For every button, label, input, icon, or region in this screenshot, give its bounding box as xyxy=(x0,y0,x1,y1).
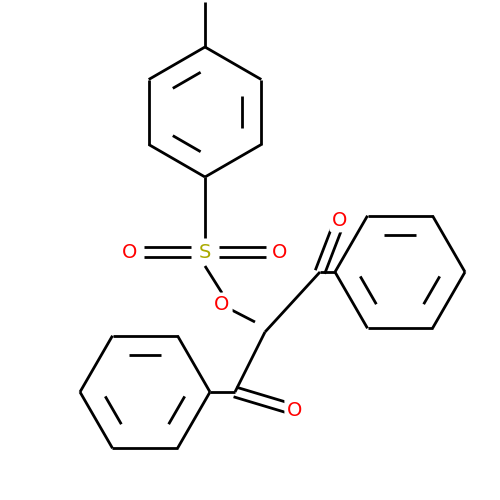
Text: S: S xyxy=(199,242,211,262)
Text: O: O xyxy=(272,242,287,262)
Text: O: O xyxy=(288,400,302,419)
Text: O: O xyxy=(332,210,347,230)
Text: O: O xyxy=(122,242,138,262)
Text: O: O xyxy=(214,296,230,314)
